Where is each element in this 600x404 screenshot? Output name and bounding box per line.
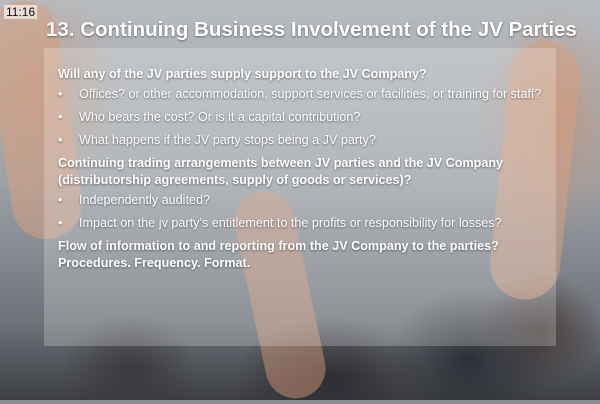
- bullet-glyph: •: [58, 133, 63, 147]
- bullet-text: Independently audited?: [79, 193, 210, 207]
- bullet-list-support: • Offices? or other accommodation, suppor…: [58, 86, 548, 149]
- bullet-text: What happens if the JV party stops being…: [79, 133, 376, 147]
- bullet-list-trading: • Independently audited? • Impact on the j…: [58, 192, 548, 232]
- slide-title: 13. Continuing Business Involvement of t…: [46, 18, 577, 41]
- bullet-item: • What happens if the JV party stops bein…: [58, 132, 548, 149]
- section-heading-information-flow: Flow of information to and reporting fro…: [58, 239, 499, 270]
- section-heading-support: Will any of the JV parties supply suppor…: [58, 67, 427, 81]
- slide-content: Will any of the JV parties supply suppor…: [58, 66, 548, 275]
- bullet-item: • Independently audited?: [58, 192, 548, 209]
- bullet-item: • Offices? or other accommodation, suppor…: [58, 86, 548, 103]
- clock-time: 11:16: [4, 5, 38, 19]
- bullet-text: Impact on the jv party’s entitlement to …: [79, 216, 502, 230]
- bullet-text: Who bears the cost? Or is it a capital c…: [79, 110, 361, 124]
- bullet-item: • Who bears the cost? Or is it a capital …: [58, 109, 548, 126]
- bullet-text: Offices? or other accommodation, support…: [79, 87, 542, 101]
- bullet-item: • Impact on the jv party’s entitlement to…: [58, 215, 548, 232]
- bullet-glyph: •: [58, 216, 63, 230]
- content-panel: [44, 48, 556, 346]
- section-heading-trading: Continuing trading arrangements between …: [58, 156, 504, 187]
- bullet-glyph: •: [58, 87, 63, 101]
- bullet-glyph: •: [58, 193, 63, 207]
- bullet-glyph: •: [58, 110, 63, 124]
